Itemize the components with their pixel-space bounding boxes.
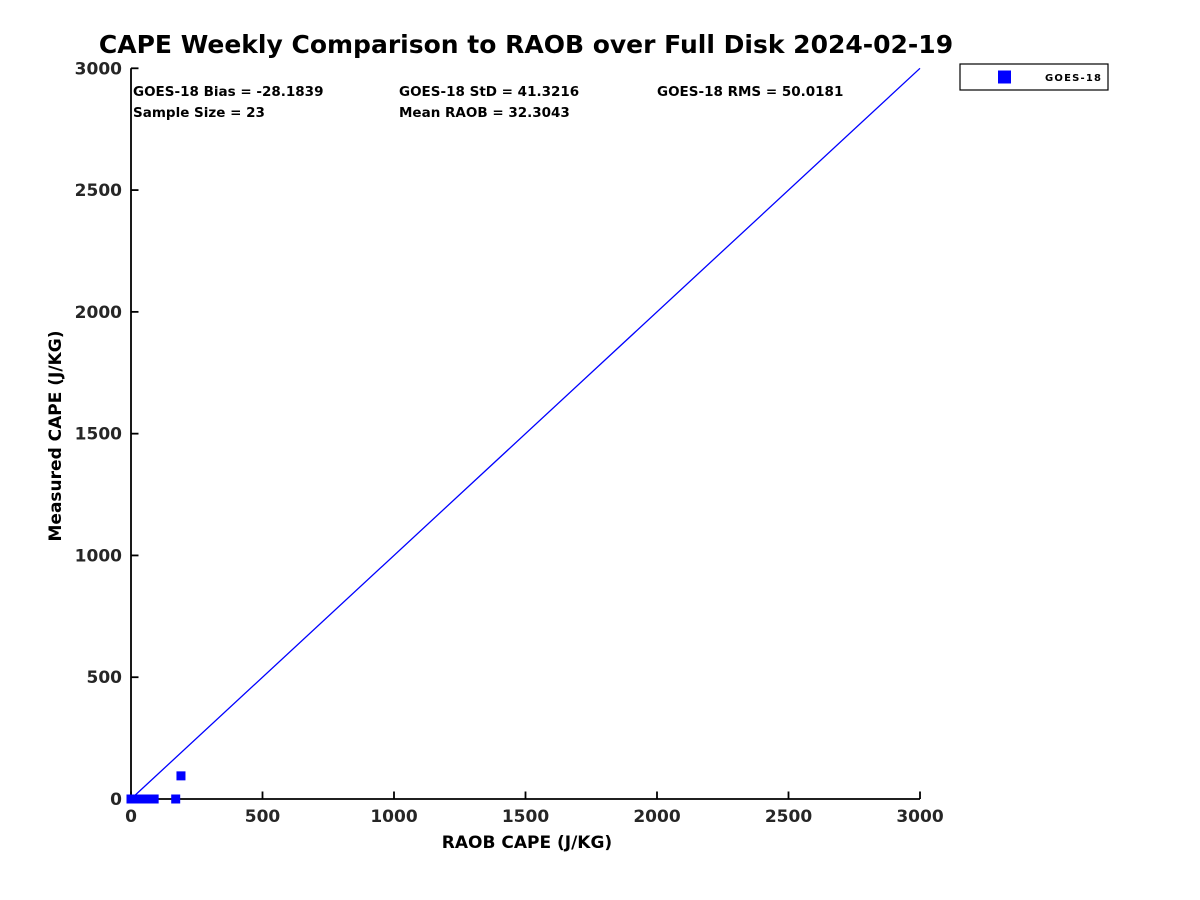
- x-tick-label: 3000: [896, 807, 943, 827]
- y-tick-label: 2500: [75, 181, 122, 201]
- legend: GOES-18: [959, 63, 1109, 91]
- y-tick-label: 2000: [75, 303, 122, 323]
- data-point: [176, 771, 186, 781]
- y-axis-label: Measured CAPE (J/KG): [46, 331, 66, 542]
- stat-rms: GOES-18 RMS = 50.0181: [657, 84, 843, 100]
- legend-box: [959, 63, 1109, 91]
- identity-line: [130, 67, 921, 800]
- data-point: [141, 794, 151, 804]
- stat-mean-raob: Mean RAOB = 32.3043: [399, 105, 570, 121]
- x-tick-label: 2500: [765, 807, 812, 827]
- data-points: [126, 771, 186, 804]
- stat-sample-size: Sample Size = 23: [133, 105, 265, 121]
- x-axis-label: RAOB CAPE (J/KG): [442, 833, 612, 853]
- y-axis-ticks: 0 500 1000 1500 2000 2500 3000: [75, 59, 139, 810]
- x-tick-label: 1500: [502, 807, 549, 827]
- chart-title: CAPE Weekly Comparison to RAOB over Full…: [99, 30, 953, 59]
- y-tick-label: 500: [87, 668, 123, 688]
- x-tick-label: 0: [125, 807, 137, 827]
- legend-swatch-square-icon: [998, 70, 1011, 84]
- y-tick-label: 1500: [75, 425, 122, 445]
- y-tick-label: 0: [110, 790, 122, 810]
- one-to-one-line: [130, 67, 921, 800]
- x-tick-label: 2000: [633, 807, 680, 827]
- x-axis-ticks: 0 500 1000 1500 2000 2500 3000: [125, 791, 944, 827]
- y-tick-label: 3000: [75, 59, 122, 79]
- legend-entry-label: GOES-18: [1045, 73, 1102, 84]
- stat-bias: GOES-18 Bias = -28.1839: [133, 84, 323, 100]
- data-point: [149, 794, 159, 804]
- x-tick-label: 500: [245, 807, 281, 827]
- data-point: [171, 794, 181, 804]
- x-tick-label: 1000: [370, 807, 417, 827]
- stat-std: GOES-18 StD = 41.3216: [399, 84, 579, 100]
- y-tick-label: 1000: [75, 546, 122, 566]
